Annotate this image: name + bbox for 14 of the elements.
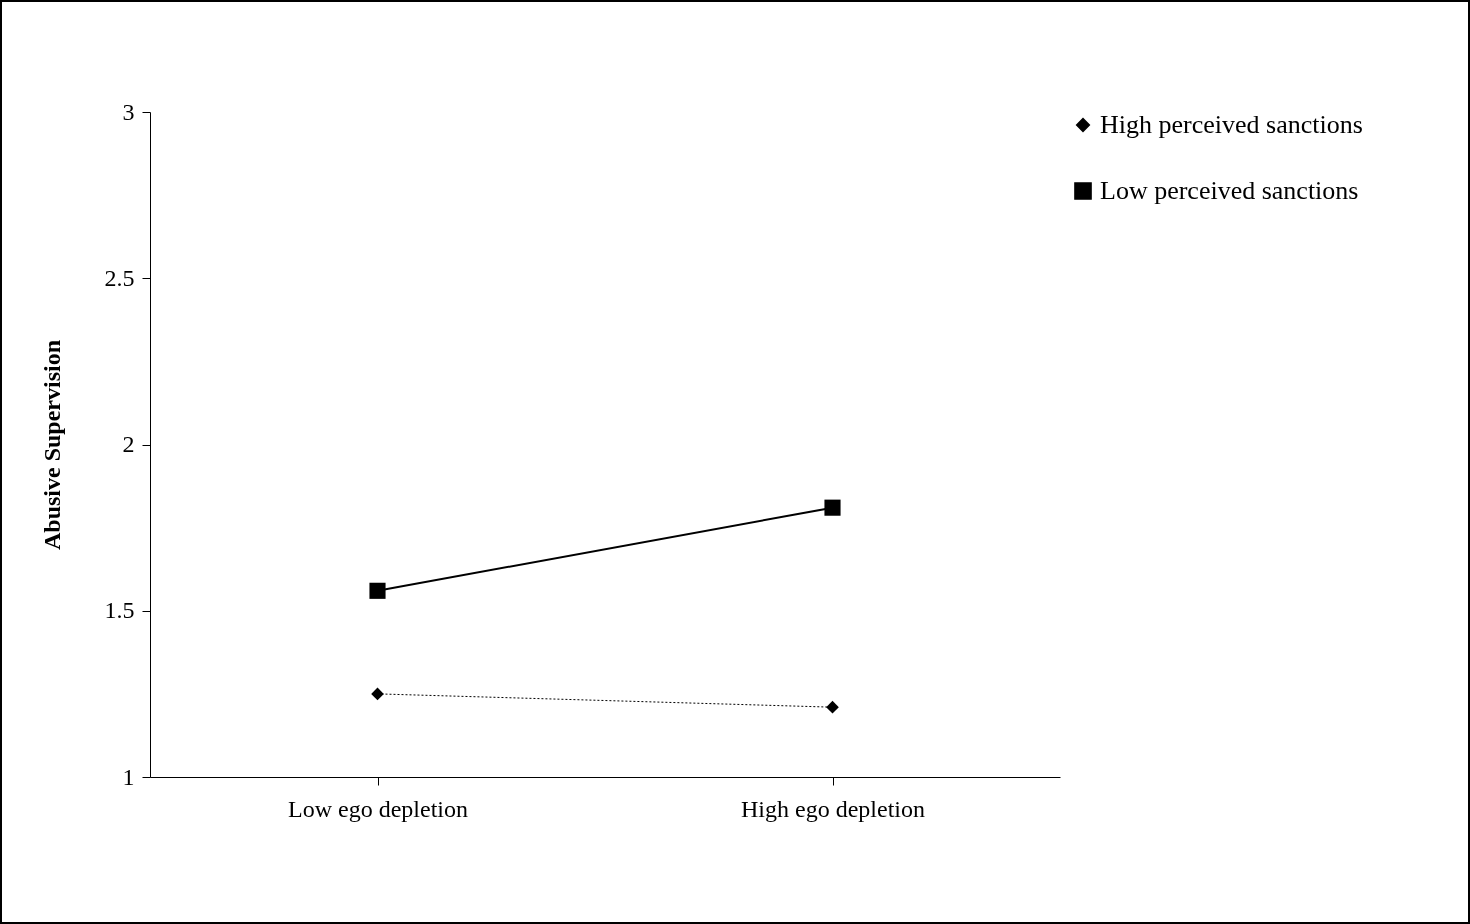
y-tick-label: 1.5 [104,597,135,624]
y-tick-label: 1 [122,763,135,790]
x-tick-label: Low ego depletion [288,795,468,822]
x-tick-label: High ego depletion [741,795,925,822]
y-tick-label: 3 [122,98,135,125]
y-axis-title: Abusive Supervision [38,339,65,551]
legend-label: Low perceived sanctions [1100,176,1359,205]
y-tick-label: 2.5 [104,264,135,291]
point [826,700,839,714]
point [371,687,384,701]
legend-label: High perceived sanctions [1100,110,1363,139]
y-tick-label: 2 [122,431,135,457]
point [369,582,386,599]
point [824,499,841,516]
